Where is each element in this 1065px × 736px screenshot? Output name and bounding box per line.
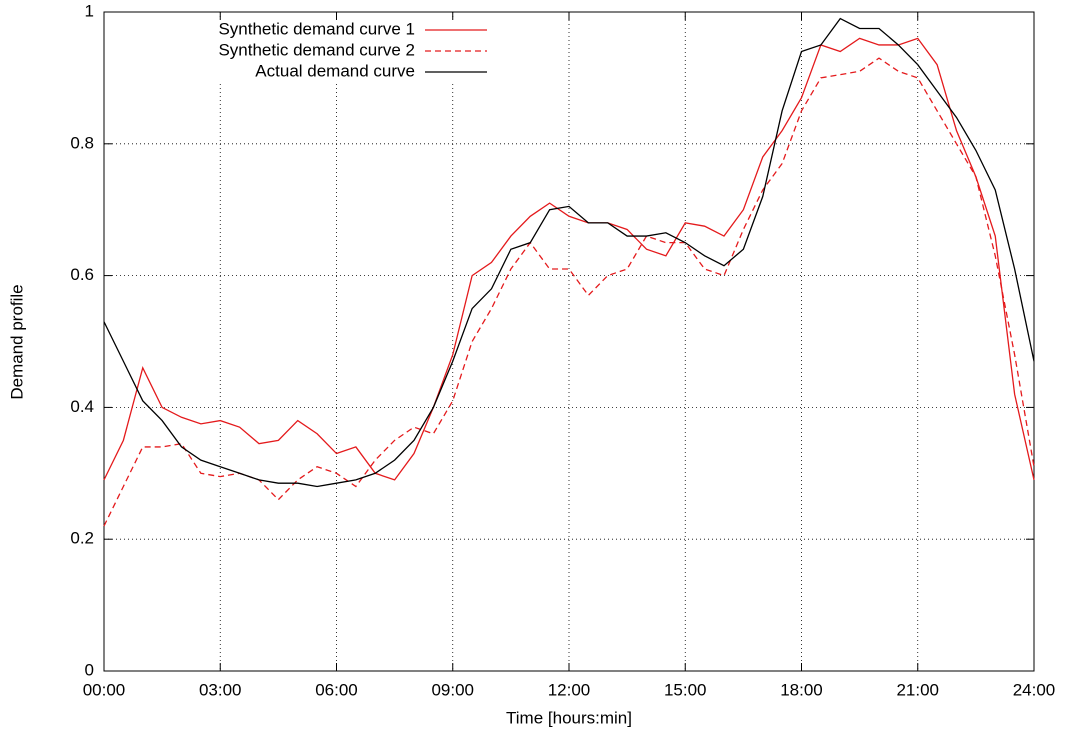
legend-label: Synthetic demand curve 2 <box>218 40 415 59</box>
x-tick-label: 06:00 <box>315 680 358 699</box>
legend-bg <box>165 62 495 83</box>
y-tick-label: 0 <box>85 660 94 679</box>
data-line <box>103 17 1035 488</box>
data-line <box>103 37 1035 481</box>
legend-label: Actual demand curve <box>255 61 415 80</box>
legend-bg <box>165 41 495 62</box>
legend-bg <box>165 20 495 41</box>
x-tick-label: 18:00 <box>780 680 823 699</box>
x-tick-label: 03:00 <box>199 680 242 699</box>
y-tick-label: 0.4 <box>70 397 94 416</box>
x-axis-label: Time [hours:min] <box>506 708 632 727</box>
y-tick-label: 0.8 <box>70 133 94 152</box>
x-tick-label: 21:00 <box>896 680 939 699</box>
y-axis-label: Demand profile <box>7 284 26 399</box>
legend-label: Synthetic demand curve 1 <box>218 19 415 38</box>
y-tick-label: 1 <box>85 1 94 20</box>
x-tick-label: 24:00 <box>1013 680 1056 699</box>
y-tick-label: 0.6 <box>70 265 94 284</box>
x-tick-label: 15:00 <box>664 680 707 699</box>
plot-frame <box>103 11 1035 672</box>
x-tick-label: 12:00 <box>548 680 591 699</box>
x-tick-label: 09:00 <box>431 680 474 699</box>
y-tick-label: 0.2 <box>70 529 94 548</box>
x-tick-label: 00:00 <box>83 680 126 699</box>
